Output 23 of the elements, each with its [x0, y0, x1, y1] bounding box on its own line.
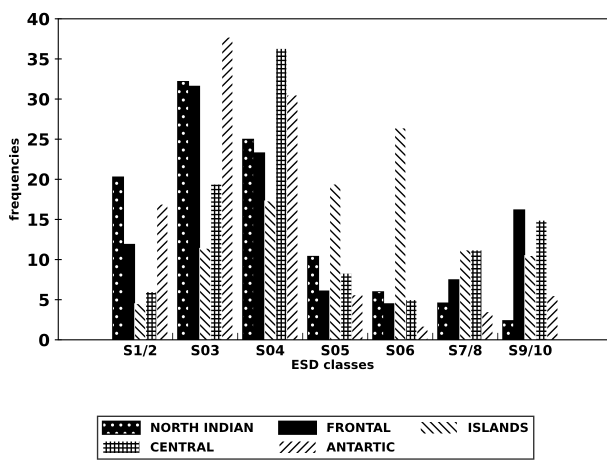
- legend-label: FRONTAL: [327, 422, 390, 432]
- legend-label: CENTRAL: [150, 442, 214, 452]
- x-tick-label: S05: [322, 344, 349, 356]
- legend-label: NORTH INDIAN: [151, 422, 253, 432]
- x-axis-title: ESD classes: [292, 360, 374, 370]
- y-tick-label: 30: [28, 93, 50, 106]
- x-tick-label: S04: [256, 344, 284, 356]
- y-tick-label: 25: [28, 133, 49, 146]
- x-tick-label: S03: [192, 344, 219, 356]
- y-tick-label: 15: [28, 214, 49, 226]
- y-tick-label: 0: [39, 334, 50, 346]
- legend-label: ANTARTIC: [326, 442, 394, 452]
- y-tick-label: 35: [28, 52, 49, 66]
- legend-label: ISLANDS: [468, 422, 528, 432]
- x-tick-label: S7/8: [449, 344, 482, 357]
- y-tick-label: 5: [40, 294, 49, 306]
- x-tick-label: S1/2: [124, 344, 156, 357]
- x-tick-label: S9/10: [509, 344, 552, 357]
- y-tick-label: 20: [28, 173, 50, 186]
- y-tick-label: 40: [27, 12, 50, 26]
- y-axis-title: frequencies: [9, 138, 22, 221]
- x-tick-label: S06: [386, 344, 414, 356]
- y-tick-label: 10: [28, 254, 50, 266]
